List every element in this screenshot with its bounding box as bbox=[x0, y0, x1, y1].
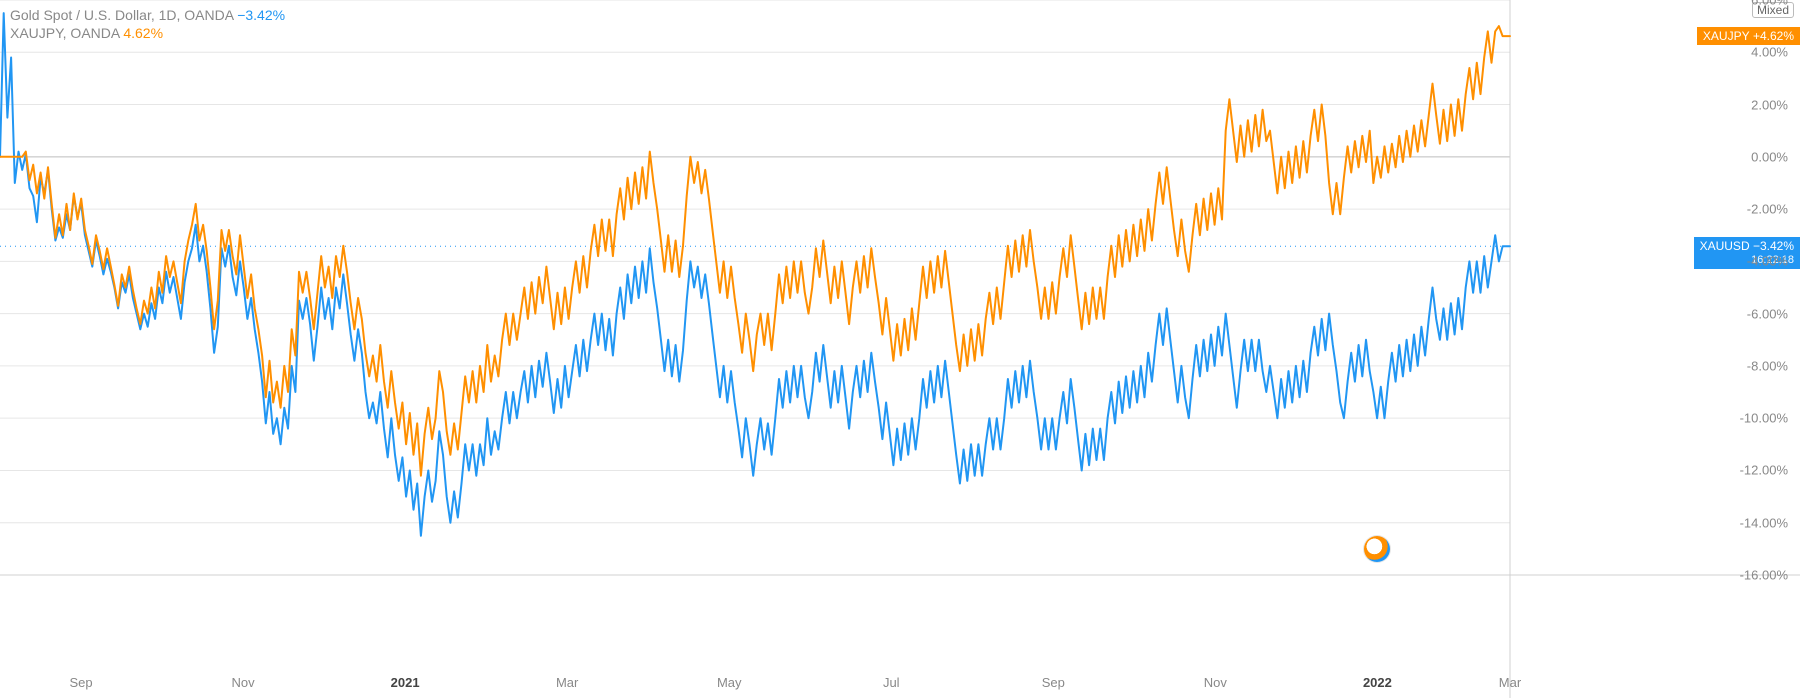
x-axis-tick-label: Mar bbox=[556, 675, 578, 690]
x-axis-tick-label: Sep bbox=[69, 675, 92, 690]
price-badge-xaujpy[interactable]: XAUJPY +4.62% bbox=[1697, 27, 1800, 45]
y-axis-tick-label: -12.00% bbox=[1740, 463, 1788, 478]
badge-symbol: XAUJPY bbox=[1703, 29, 1750, 43]
x-axis-tick-label: Jul bbox=[883, 675, 900, 690]
badge-change: −3.42% bbox=[1753, 239, 1794, 253]
badge-change: +4.62% bbox=[1753, 29, 1794, 43]
y-axis-tick-label: -14.00% bbox=[1740, 515, 1788, 530]
y-axis-tick-label: 6.00% bbox=[1751, 0, 1788, 8]
y-axis-tick-label: -2.00% bbox=[1747, 202, 1788, 217]
y-axis-tick-label: -4.00% bbox=[1747, 254, 1788, 269]
x-axis-tick-label: 2022 bbox=[1363, 675, 1392, 690]
x-axis-tick-label: Mar bbox=[1499, 675, 1521, 690]
y-axis-tick-label: 0.00% bbox=[1751, 149, 1788, 164]
x-axis-tick-label: 2021 bbox=[391, 675, 420, 690]
y-axis-tick-label: -8.00% bbox=[1747, 358, 1788, 373]
x-axis-tick-label: Nov bbox=[1204, 675, 1227, 690]
series-line-xaujpy[interactable] bbox=[0, 26, 1510, 476]
x-axis-tick-label: May bbox=[717, 675, 742, 690]
x-axis-tick-label: Nov bbox=[232, 675, 255, 690]
chart-plot[interactable] bbox=[0, 0, 1800, 698]
chart-root: Gold Spot / U.S. Dollar, 1D, OANDA −3.42… bbox=[0, 0, 1800, 698]
x-axis-tick-label: Sep bbox=[1042, 675, 1065, 690]
y-axis-tick-label: -6.00% bbox=[1747, 306, 1788, 321]
series-line-xauusd[interactable] bbox=[0, 13, 1510, 536]
badge-symbol: XAUUSD bbox=[1700, 239, 1750, 253]
y-axis-tick-label: -10.00% bbox=[1740, 411, 1788, 426]
y-axis-tick-label: 4.00% bbox=[1751, 45, 1788, 60]
y-axis-tick-label: 2.00% bbox=[1751, 97, 1788, 112]
y-axis-tick-label: -16.00% bbox=[1740, 568, 1788, 583]
